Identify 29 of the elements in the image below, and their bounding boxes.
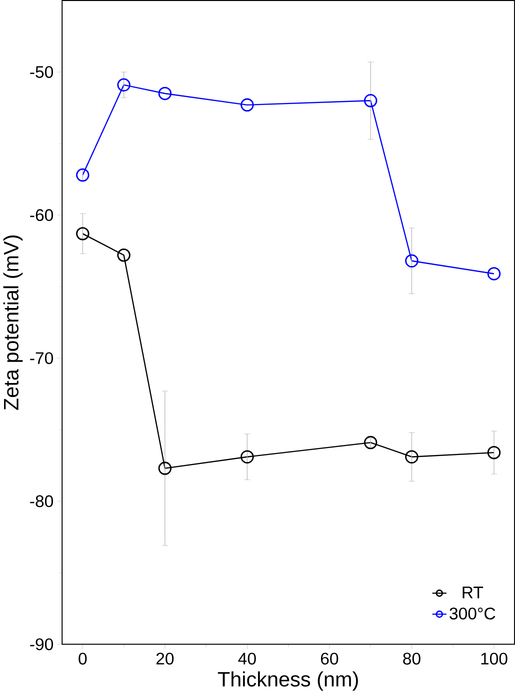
x-tick-label: 40: [238, 652, 256, 665]
point: [76, 227, 90, 240]
x-tick-label: 100: [481, 652, 508, 665]
point: [158, 462, 172, 475]
legend-label: RT: [462, 586, 484, 598]
point: [405, 450, 418, 464]
point: [76, 168, 90, 182]
y-tick-label: -50: [30, 66, 54, 78]
point: [158, 86, 172, 100]
point: [487, 446, 501, 460]
x-tick-label: 0: [78, 652, 87, 665]
point: [487, 267, 501, 280]
x-tick-label: 60: [320, 652, 338, 665]
point: [240, 98, 254, 112]
x-axis-title: Thickness (nm): [218, 671, 358, 691]
y-tick-label: -60: [30, 209, 54, 222]
y-tick-label: -90: [30, 638, 54, 650]
point: [364, 436, 378, 450]
point: [364, 94, 378, 108]
point: [117, 248, 130, 262]
point: [240, 450, 254, 464]
y-tick-label: -80: [30, 495, 54, 508]
x-tick-label: 80: [403, 652, 420, 665]
point: [405, 254, 418, 268]
point: [117, 78, 130, 92]
y-axis-title: Zeta potential (mV): [3, 235, 23, 410]
y-tick-label: -70: [30, 352, 54, 364]
x-tick-label: 20: [156, 652, 174, 665]
legend-label: 300°C: [450, 608, 496, 620]
